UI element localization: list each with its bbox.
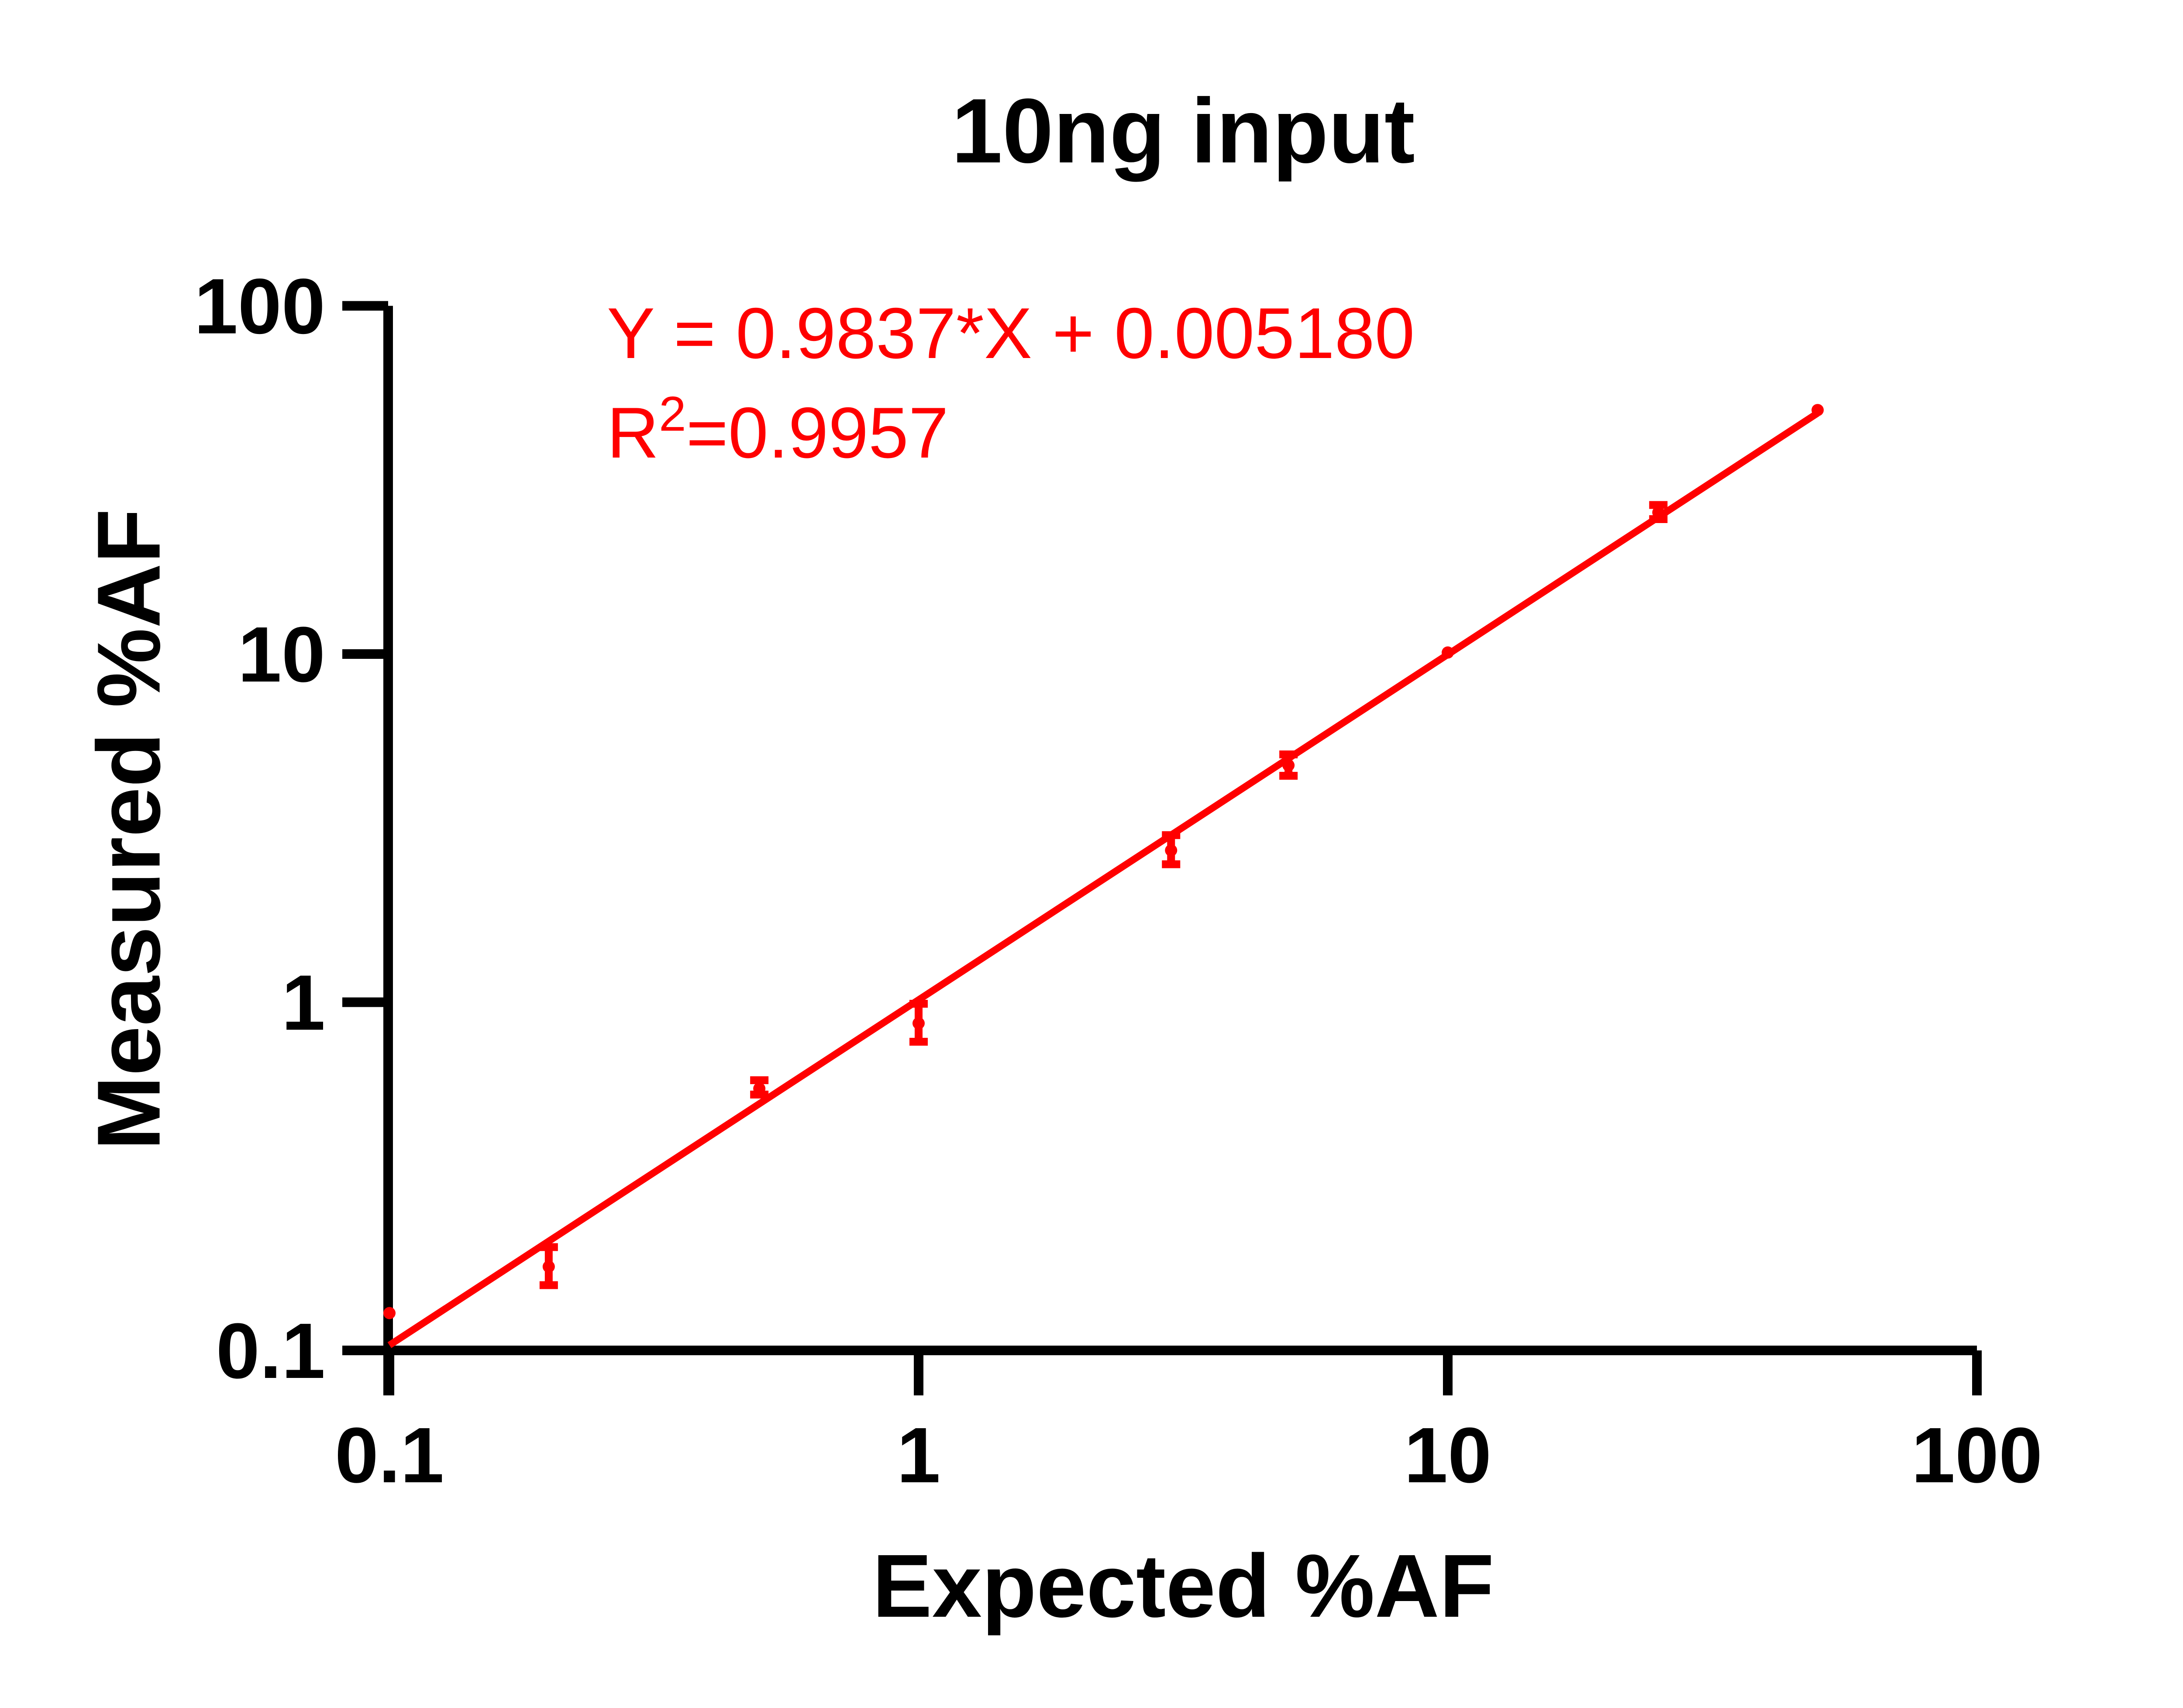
y-tick-label: 100 [194,263,325,351]
data-point [542,1260,555,1273]
data-point [1811,404,1824,417]
data-point [383,1307,396,1319]
chart-title: 10ng input [951,79,1415,182]
r-squared-exponent: 2 [659,386,686,441]
r-squared-value: =0.9957 [686,392,949,473]
x-tick-label: 10 [1404,1412,1491,1499]
x-tick-label: 1 [897,1412,940,1499]
x-axis-title: Expected %AF [872,1536,1494,1636]
data-point [1652,506,1665,519]
data-point [1282,759,1295,771]
y-tick-label: 1 [282,959,325,1047]
data-point [753,1082,766,1095]
x-tick-label: 100 [1911,1412,2042,1499]
y-tick-label: 0.1 [216,1307,325,1395]
fit-equation-text: Y = 0.9837*X + 0.005180 [607,293,1415,373]
y-tick-label: 10 [238,611,325,699]
x-tick-label: 0.1 [335,1412,444,1499]
fit-annotation: Y = 0.9837*X + 0.005180 R2=0.9957 [607,284,1415,482]
data-point [1442,646,1454,659]
data-point [912,1017,925,1030]
fit-r-squared-text: R2=0.9957 [607,386,949,473]
fit-line [387,410,1820,1348]
data-point [1165,844,1178,857]
